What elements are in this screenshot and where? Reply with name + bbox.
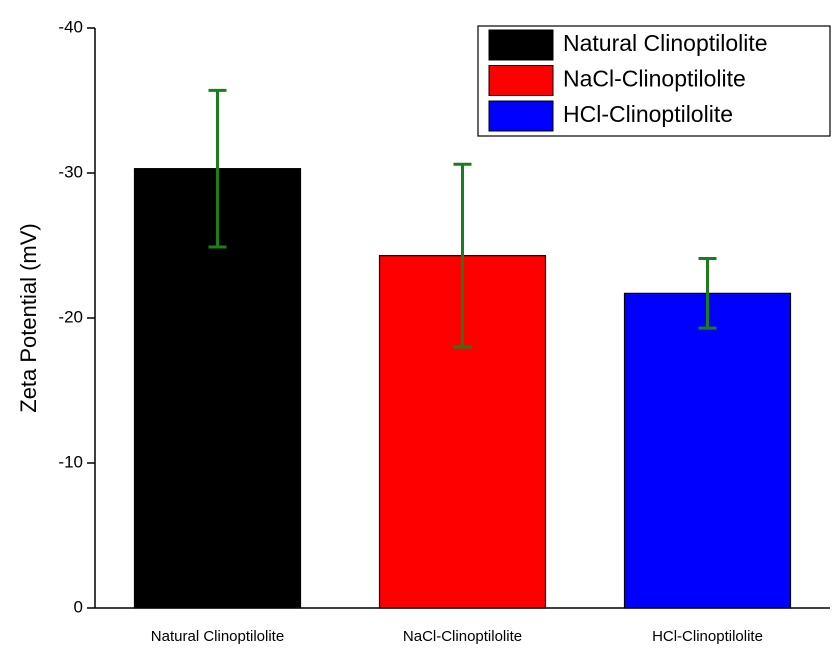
error-bar xyxy=(453,162,472,349)
y-tick-label: -10 xyxy=(58,452,83,471)
legend-label: NaCl-Clinoptilolite xyxy=(563,66,746,92)
x-tick-label: NaCl-Clinoptilolite xyxy=(403,628,522,645)
bar xyxy=(623,292,792,609)
legend-label: HCl-Clinoptilolite xyxy=(563,101,733,127)
y-tick-label: -20 xyxy=(58,307,83,326)
legend-swatch xyxy=(488,29,554,61)
x-tick-label: HCl-Clinoptilolite xyxy=(652,628,763,645)
legend-swatch xyxy=(488,100,554,132)
x-tick-label: Natural Clinoptilolite xyxy=(151,628,284,645)
error-bar xyxy=(208,88,227,249)
y-tick-label: -30 xyxy=(58,162,83,181)
y-tick-label: 0 xyxy=(74,597,83,616)
y-tick-label: -40 xyxy=(58,17,83,36)
y-axis-label: Zeta Potential (mV) xyxy=(16,223,41,413)
legend-swatch xyxy=(488,65,554,96)
error-bar xyxy=(698,257,717,330)
legend-label: Natural Clinoptilolite xyxy=(563,30,768,56)
